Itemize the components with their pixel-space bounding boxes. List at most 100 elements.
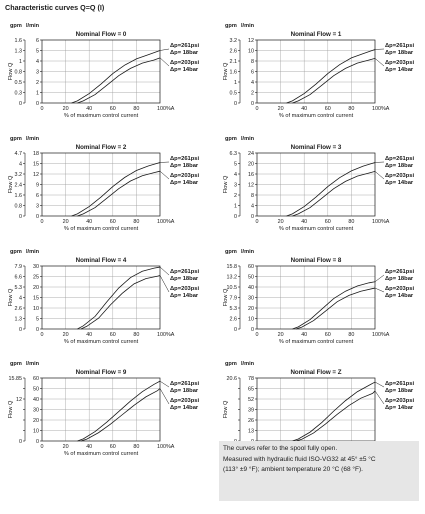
- series-curve-0: [71, 162, 161, 217]
- legend-leader: [374, 274, 385, 282]
- unit-gpm-label: gpm: [225, 136, 237, 142]
- chart-title: Nominal Flow = 2: [76, 144, 127, 151]
- unit-gpm-label: gpm: [10, 361, 22, 367]
- x-tick-label: 80: [133, 106, 139, 112]
- lmin-tick-label: 20: [33, 285, 39, 291]
- legend-label: Δp=203psi: [170, 173, 200, 179]
- x-tick-label: 40: [301, 332, 307, 338]
- y-axis-title: Flow Q: [8, 175, 14, 193]
- lmin-tick-label: 12: [33, 172, 39, 178]
- legend-leader: [374, 171, 385, 180]
- legend-label: Δp=261psi: [385, 269, 415, 275]
- legend-label: Δp=261psi: [385, 156, 415, 162]
- lmin-tick-label: 6: [36, 38, 39, 44]
- legend-sub-label: Δp= 14bar: [385, 405, 414, 411]
- x-tick-label: 80: [133, 219, 139, 225]
- lmin-tick-label: 3: [36, 204, 39, 210]
- unit-gpm-label: gpm: [225, 23, 237, 29]
- x-tick-label: 0: [41, 332, 44, 338]
- gpm-tick-label: 1.6: [15, 193, 23, 199]
- x-tick-label: 100%A: [157, 219, 175, 225]
- legend-label: Δp=203psi: [385, 60, 415, 66]
- lmin-tick-label: 9: [36, 183, 39, 189]
- x-tick-label: 60: [110, 444, 116, 450]
- lmin-tick-label: 30: [33, 408, 39, 414]
- lmin-tick-label: 10: [33, 306, 39, 312]
- x-tick-label: 0: [41, 106, 44, 112]
- lmin-tick-label: 4: [36, 59, 39, 65]
- series-curve-1: [77, 170, 161, 217]
- gpm-tick-label: 13.2: [227, 275, 238, 281]
- x-tick-label: 20: [278, 332, 284, 338]
- y-axis-title: Flow Q: [8, 400, 14, 418]
- lmin-tick-label: 20: [248, 306, 254, 312]
- legend-sub-label: Δp= 14bar: [385, 67, 414, 73]
- x-axis-title: % of maximum control current: [279, 226, 354, 232]
- lmin-tick-label: 13: [248, 429, 254, 435]
- unit-lmin-label: l/min: [241, 136, 255, 142]
- lmin-tick-label: 8: [251, 193, 254, 199]
- y-axis-title: Flow Q: [223, 62, 229, 80]
- gpm-tick-label: 10.5: [227, 285, 238, 291]
- unit-lmin-label: l/min: [26, 361, 40, 367]
- legend-leader: [159, 275, 170, 293]
- lmin-tick-label: 8: [251, 59, 254, 65]
- lmin-tick-label: 26: [248, 418, 254, 424]
- gpm-tick-label: 4: [19, 162, 22, 168]
- legend-sub-label: Δp= 14bar: [170, 405, 199, 411]
- legend-sub-label: Δp= 14bar: [170, 67, 199, 73]
- lmin-tick-label: 39: [248, 408, 254, 414]
- x-tick-label: 80: [133, 332, 139, 338]
- gpm-tick-label: 0.8: [15, 204, 23, 210]
- gpm-tick-label: 1.3: [15, 49, 23, 55]
- series-curve-0: [286, 49, 376, 104]
- series-curve-0: [286, 162, 376, 217]
- legend-leader: [374, 381, 385, 388]
- chart-panel-7: Nominal Flow = Zgpml/min0013263952657820…: [223, 361, 415, 457]
- gpm-tick-label: 0.5: [230, 91, 238, 97]
- gpm-tick-label: 0: [234, 101, 237, 107]
- series-curve-0: [292, 281, 376, 330]
- legend-leader: [159, 171, 170, 180]
- lmin-tick-label: 1: [36, 91, 39, 97]
- lmin-tick-label: 40: [248, 285, 254, 291]
- legend-sub-label: Δp= 18bar: [385, 163, 414, 169]
- gpm-tick-label: 6.6: [15, 275, 23, 281]
- unit-lmin-label: l/min: [241, 361, 255, 367]
- x-tick-label: 0: [256, 106, 259, 112]
- legend-label: Δp=203psi: [385, 398, 415, 404]
- legend-sub-label: Δp= 18bar: [385, 50, 414, 56]
- x-tick-label: 100%A: [157, 106, 175, 112]
- lmin-tick-label: 65: [248, 387, 254, 393]
- note-line-3: (113° ±9 °F); ambient temperature 20 °C …: [223, 466, 363, 473]
- legend-sub-label: Δp= 18bar: [170, 388, 199, 394]
- x-axis-title: % of maximum control current: [64, 451, 139, 457]
- note-line-1: The curves refer to the spool fully open…: [223, 445, 338, 452]
- legend-label: Δp=203psi: [170, 286, 200, 292]
- lmin-tick-label: 0: [251, 214, 254, 220]
- x-axis-title: % of maximum control current: [64, 113, 139, 119]
- x-tick-label: 40: [86, 219, 92, 225]
- x-tick-label: 0: [256, 219, 259, 225]
- gpm-tick-label: 4: [234, 172, 237, 178]
- legend-sub-label: Δp= 18bar: [385, 276, 414, 282]
- x-axis-title: % of maximum control current: [64, 339, 139, 345]
- lmin-tick-label: 0: [251, 327, 254, 333]
- gpm-tick-label: 7.9: [15, 264, 23, 270]
- gpm-tick-label: 2: [234, 193, 237, 199]
- chart-title: Nominal Flow = 1: [291, 31, 342, 38]
- x-tick-label: 40: [301, 219, 307, 225]
- gpm-tick-label: 2.6: [230, 317, 238, 323]
- lmin-tick-label: 12: [248, 183, 254, 189]
- unit-gpm-label: gpm: [10, 249, 22, 255]
- legend-label: Δp=261psi: [170, 156, 200, 162]
- lmin-tick-label: 4: [251, 204, 254, 210]
- x-tick-label: 20: [63, 444, 69, 450]
- gpm-tick-label: 2.6: [15, 306, 23, 312]
- legend-label: Δp=261psi: [385, 43, 415, 49]
- legend-sub-label: Δp= 14bar: [170, 180, 199, 186]
- x-axis-title: % of maximum control current: [279, 113, 354, 119]
